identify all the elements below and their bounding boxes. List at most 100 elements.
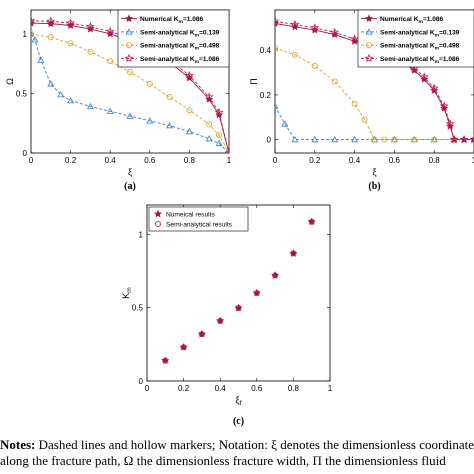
legend-label: Semi-analytical Km=0.139	[380, 29, 460, 38]
data-point	[47, 34, 54, 41]
data-point	[361, 116, 368, 123]
data-point	[31, 30, 34, 37]
data-point	[291, 135, 299, 143]
data-point	[105, 26, 115, 36]
data-point	[31, 16, 36, 25]
y-tick-label: 0.5	[132, 304, 144, 313]
legend-marker	[124, 14, 134, 23]
x-tick-label: 0.6	[389, 156, 401, 165]
data-point	[291, 51, 298, 58]
data-point	[459, 134, 469, 144]
data-point	[449, 134, 459, 144]
data-point	[350, 34, 360, 43]
x-axis-label: ξf	[236, 395, 242, 407]
data-point	[85, 22, 95, 31]
notes-label: Notes:	[0, 437, 36, 452]
x-tick-label: 0.6	[144, 156, 156, 165]
series-line	[275, 47, 474, 141]
y-axis-label: Ω	[5, 78, 15, 85]
data-point	[371, 136, 378, 143]
legend-marker	[124, 53, 134, 63]
data-point	[331, 135, 339, 143]
series-line	[275, 105, 474, 141]
data-point	[215, 139, 223, 147]
legend-box	[117, 9, 230, 68]
legend: Numeical results Semi-analytical results	[148, 206, 249, 232]
data-point	[429, 83, 439, 92]
data-point	[275, 102, 279, 109]
data-point	[87, 48, 94, 55]
data-point	[166, 93, 173, 100]
data-point	[224, 148, 229, 153]
data-point	[419, 72, 429, 81]
legend-label: Semi-analytical results	[166, 222, 233, 229]
data-point	[469, 134, 474, 144]
data-point	[272, 272, 279, 279]
data-point	[166, 121, 174, 129]
data-point	[391, 136, 398, 143]
x-tick-label: 0.4	[215, 384, 227, 393]
legend: Numerical Km=1.086 Semi-analytical Km=0.1…	[357, 9, 474, 68]
data-point	[127, 68, 134, 75]
legend-label: Semi-analytical Km=0.139	[140, 29, 220, 38]
legend-marker	[126, 42, 133, 49]
data-point	[351, 100, 358, 107]
x-tick-label: 0.2	[65, 156, 77, 165]
legend-marker	[125, 28, 133, 35]
panel-a-chart: 0 0.2 0.4 0.6 0.8 1 0 0.5 1 ξ Ω Numerical Km=1.086 S…	[5, 9, 232, 192]
data-point	[217, 317, 224, 324]
data-point	[275, 44, 278, 51]
data-point	[439, 101, 449, 110]
panel-b-chart: 0 0.2 0.4 0.6 0.8 1 0 0.2 0.4 ξ Π Numerical Km=1.08…	[249, 9, 474, 192]
legend-label: Semi-analytical Km=0.498	[380, 43, 460, 52]
data-point	[205, 135, 213, 142]
legend-label: Numerical Km=1.086	[380, 16, 444, 25]
legend-label: Semi-analytical Km=0.498	[140, 43, 220, 52]
x-tick-label: 0	[29, 156, 34, 165]
data-point	[86, 102, 94, 110]
data-point	[67, 40, 74, 47]
data-point	[235, 304, 242, 311]
legend-marker	[153, 209, 163, 218]
data-point	[216, 132, 223, 139]
data-point	[253, 289, 260, 296]
notes-caption: Notes: Dashed lines and hollow markers; …	[0, 437, 474, 469]
legend-label: Semi-analytical Km=1.086	[140, 56, 220, 65]
panel-c-chart: 0 0.2 0.4 0.6 0.8 1 0 0.5 1 ξf Km Numeical results S…	[121, 204, 333, 427]
data-point	[180, 344, 187, 351]
data-point	[281, 120, 289, 127]
data-point	[47, 80, 55, 87]
panel-label: (a)	[124, 181, 136, 192]
data-point	[411, 136, 418, 143]
y-axis-label: Π	[249, 78, 259, 85]
x-tick-label: 0.4	[349, 156, 361, 165]
series-line	[275, 20, 474, 141]
data-point	[57, 90, 65, 98]
x-axis-label: ξ	[128, 167, 132, 177]
panel-label: (c)	[233, 416, 244, 427]
x-tick-label: 0	[145, 384, 150, 393]
y-tick-label: 0.2	[260, 91, 272, 100]
data-point	[381, 136, 388, 143]
data-point	[351, 135, 359, 143]
legend-box	[148, 206, 249, 232]
data-point	[214, 107, 224, 117]
data-point	[67, 96, 75, 104]
y-tick-label: 0	[139, 377, 144, 386]
legend-label: Semi-analytical Km=1.086	[380, 56, 460, 65]
y-tick-label: 0	[267, 136, 272, 145]
data-layer	[161, 217, 316, 365]
legend-marker	[364, 14, 374, 23]
data-point	[206, 121, 213, 128]
data-point	[184, 70, 194, 80]
x-tick-label: 0.4	[105, 156, 117, 165]
notes-text-1: Dashed lines and hollow markers; Notatio…	[38, 437, 474, 452]
legend-marker	[365, 28, 373, 35]
data-point	[311, 62, 318, 69]
data-point	[198, 331, 205, 338]
data-point	[107, 58, 114, 65]
data-point	[290, 250, 297, 257]
data-point	[226, 149, 229, 153]
x-tick-label: 0.8	[288, 384, 300, 393]
